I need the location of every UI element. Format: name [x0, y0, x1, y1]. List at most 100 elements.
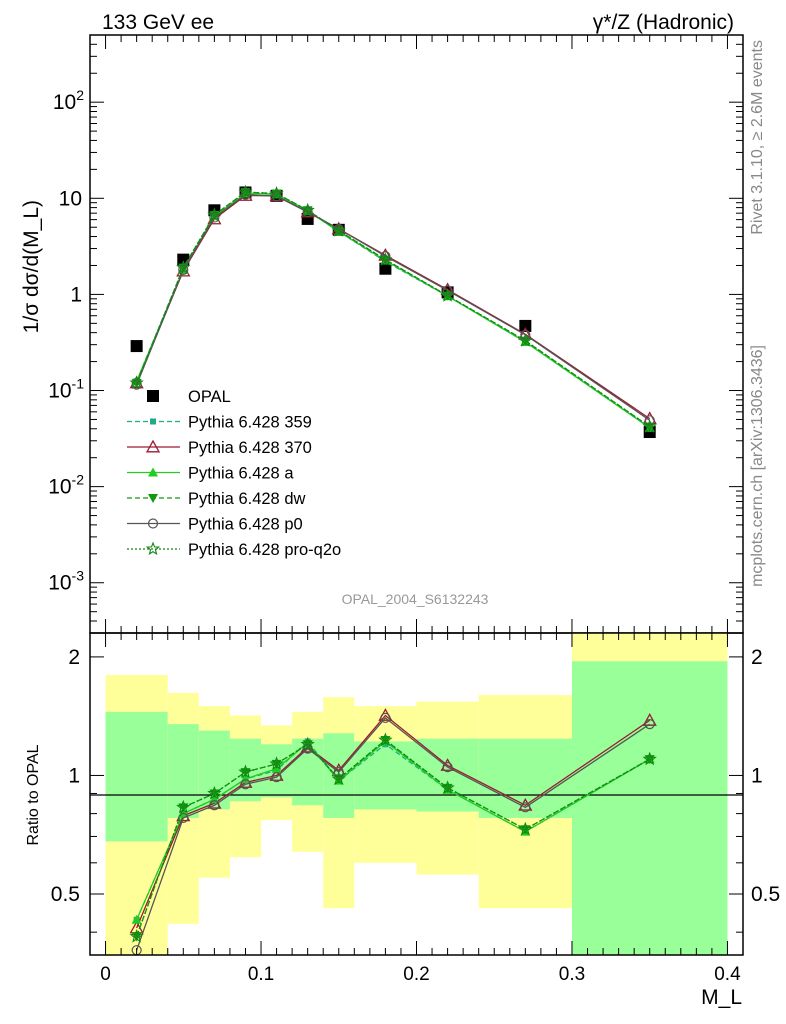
- main-point-pro-q2o-10: [642, 419, 657, 433]
- ratio-point-a-0: [131, 914, 142, 924]
- ratio-ytick-label-r-0: 0.5: [751, 883, 780, 906]
- header-right: γ*/Z (Hadronic): [593, 11, 734, 34]
- ratio-bands: [105, 633, 728, 955]
- ratio-point-pro-q2o-10: [642, 751, 657, 766]
- main-ytick-label-2: 10-1: [48, 376, 84, 403]
- analysis-id: OPAL_2004_S6132243: [342, 591, 489, 607]
- ratio-point-pro-q2o-1: [176, 799, 191, 814]
- main-ytick-label-3: 1: [70, 283, 82, 306]
- inner-band-5: [292, 738, 324, 806]
- ratio-xtick-label-4: 0.4: [714, 964, 741, 985]
- main-point-opal-7: [379, 262, 392, 275]
- ratio-ytick-label-r-1: 1: [751, 764, 763, 787]
- main-ytick-label-5: 102: [53, 87, 84, 114]
- ratio-ytick-label-r-2: 2: [751, 646, 763, 669]
- ratio-line-pro-q2o: [136, 739, 651, 937]
- legend-marker-359: [150, 418, 156, 425]
- ratio-xtick-label-2: 0.2: [403, 964, 429, 985]
- main-point-p0-9: [520, 329, 531, 340]
- legend-marker-a: [148, 467, 158, 477]
- main-point-pro-q2o-1: [176, 260, 191, 274]
- main-point-pro-q2o-4: [269, 186, 284, 200]
- main-point-pro-q2o-5: [300, 202, 315, 217]
- main-ytick-label-0: 10-3: [48, 568, 84, 595]
- inner-band-7: [354, 741, 417, 810]
- main-y-axis-label: 1/σ dσ/d(M_L): [20, 200, 43, 333]
- ratio-point-p0-6: [333, 766, 344, 778]
- ratio-point-p0-9: [520, 802, 531, 813]
- main-ytick-label-1: 10-2: [48, 472, 84, 499]
- mcplots-label: mcplots.cern.ch [arXiv:1306.3436]: [749, 345, 766, 587]
- legend-marker-dw: [148, 494, 158, 503]
- legend-label-359: Pythia 6.428 359: [188, 414, 312, 432]
- ratio-line-p0: [136, 717, 651, 951]
- ratio-point-p0-4: [271, 772, 282, 783]
- ratio-point-pro-q2o-9: [518, 821, 533, 836]
- ratio-point-pro-q2o-8: [440, 780, 455, 794]
- legend-marker-opal: [147, 390, 159, 402]
- main-point-p0-0: [131, 379, 142, 390]
- ratio-panel: 0.5 0.5 1 1 2 2 0 0.1 0.2 0.3 0.4 Ratio to OPAL M…: [25, 632, 780, 1009]
- main-point-pro-q2o-7: [378, 252, 393, 266]
- main-point-pro-q2o-3: [238, 184, 253, 199]
- ratio-point-370-10: [642, 713, 657, 726]
- main-data-layer: [129, 184, 657, 439]
- inner-band-9: [478, 738, 572, 818]
- ratio-point-pro-q2o-0: [129, 928, 144, 943]
- ratio-xtick-label-1: 0.1: [248, 964, 274, 985]
- inner-band-10: [571, 661, 728, 955]
- ratio-xtick-label-3: 0.3: [559, 964, 585, 985]
- main-point-opal-0: [130, 340, 143, 353]
- main-point-p0-2: [209, 212, 220, 223]
- ratio-point-pro-q2o-3: [238, 764, 253, 779]
- legend-marker-pro-q2o: [145, 541, 161, 556]
- legend-marker-370: [145, 439, 161, 453]
- ratio-ytick-label-l-1: 1: [68, 764, 80, 787]
- ratio-point-pro-q2o-4: [269, 756, 284, 770]
- main-line-pro-q2o: [136, 191, 651, 428]
- rivet-label: Rivet 3.1.10, ≥ 2.6M events: [749, 40, 766, 235]
- ratio-data-layer: [129, 708, 657, 956]
- main-ytick-label-4: 10: [59, 187, 82, 210]
- ratio-y-ticks: 0.5 0.5 1 1 2 2: [51, 646, 780, 933]
- ratio-point-p0-3: [240, 779, 251, 790]
- ratio-point-pro-q2o-7: [378, 732, 393, 747]
- ratio-point-pro-q2o-2: [207, 785, 222, 800]
- main-point-pro-q2o-6: [331, 223, 346, 237]
- ratio-point-p0-7: [380, 712, 391, 724]
- main-panel: 10-3 10-2 10-1 1 10 102 1/σ dσ/d(M_L) OPAL_20…: [20, 34, 744, 634]
- main-point-p0-5: [302, 206, 313, 218]
- x-axis-label: M_L: [701, 986, 742, 1009]
- main-point-pro-q2o-9: [518, 333, 533, 347]
- ratio-ytick-label-l-2: 2: [68, 646, 80, 669]
- ratio-point-p0-2: [209, 800, 220, 811]
- legend-label-opal: OPAL: [188, 388, 231, 406]
- main-point-pro-q2o-0: [129, 375, 144, 389]
- ratio-point-pro-q2o-5: [300, 736, 315, 751]
- legend-label-pro-q2o: Pythia 6.428 pro-q2o: [188, 541, 341, 559]
- legend-label-p0: Pythia 6.428 p0: [188, 516, 303, 534]
- main-point-pro-q2o-2: [207, 207, 222, 222]
- ratio-y-axis-label: Ratio to OPAL: [25, 744, 42, 845]
- inner-band-0: [105, 711, 168, 842]
- main-point-pro-q2o-8: [440, 288, 455, 302]
- main-point-p0-1: [178, 264, 189, 275]
- legend-label-370: Pythia 6.428 370: [188, 439, 312, 457]
- legend-marker-p0: [147, 518, 159, 529]
- ratio-x-ticks: 0 0.1 0.2 0.3 0.4: [100, 633, 741, 985]
- main-point-opal-9: [519, 319, 532, 332]
- main-y-ticks: 10-3 10-2 10-1 1 10 102: [48, 34, 743, 634]
- legend: OPAL Pythia 6.428 359 Pythia 6.428 370 Pyth…: [127, 388, 341, 559]
- ratio-point-p0-10: [644, 719, 655, 730]
- main-point-p0-10: [644, 415, 655, 426]
- ratio-xtick-label-0: 0: [100, 964, 111, 985]
- header-left: 133 GeV ee: [102, 11, 214, 34]
- ratio-point-pro-q2o-6: [331, 771, 346, 785]
- legend-label-a: Pythia 6.428 a: [188, 465, 294, 483]
- ratio-ytick-label-l-0: 0.5: [51, 883, 80, 906]
- main-x-ticks: [105, 35, 728, 633]
- main-point-p0-8: [442, 285, 453, 296]
- main-line-370: [136, 194, 651, 420]
- legend-label-dw: Pythia 6.428 dw: [188, 490, 305, 508]
